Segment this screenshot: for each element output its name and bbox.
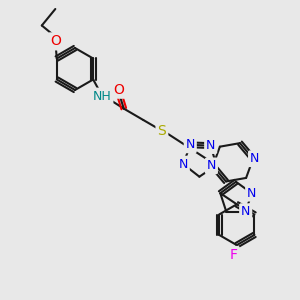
Text: N: N: [206, 139, 215, 152]
Text: NH: NH: [93, 89, 112, 103]
Text: F: F: [230, 248, 238, 262]
Text: N: N: [186, 138, 195, 152]
Text: N: N: [247, 187, 256, 200]
Text: O: O: [50, 34, 61, 48]
Text: N: N: [241, 205, 250, 218]
Text: N: N: [178, 158, 188, 171]
Text: N: N: [250, 152, 259, 165]
Text: O: O: [113, 83, 124, 97]
Text: S: S: [158, 124, 166, 138]
Text: N: N: [207, 159, 216, 172]
